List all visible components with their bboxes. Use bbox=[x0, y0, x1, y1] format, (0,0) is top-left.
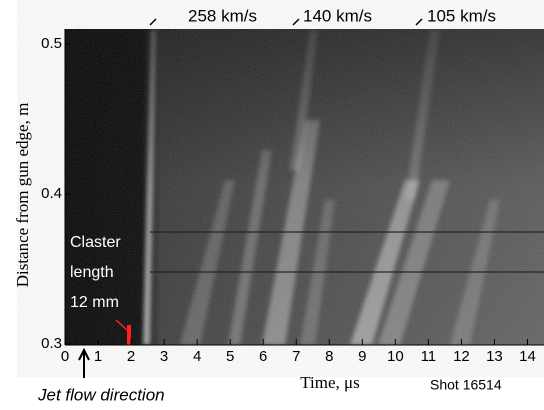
x-tick-label: 1 bbox=[94, 348, 102, 365]
x-tick-label: 6 bbox=[259, 348, 267, 365]
x-tick-label: 10 bbox=[387, 348, 404, 365]
claster-label: 12 mm bbox=[70, 294, 119, 311]
x-tick-label: 14 bbox=[519, 348, 536, 365]
annotation: 258 km/s bbox=[188, 6, 257, 25]
x-tick-label: 7 bbox=[292, 348, 300, 365]
x-axis-label: Time, μs bbox=[300, 373, 360, 392]
y-tick-label: 0.5 bbox=[41, 35, 62, 52]
annotation-arrow bbox=[149, 18, 423, 26]
claster-label: length bbox=[70, 264, 114, 281]
x-tick-label: 9 bbox=[358, 348, 366, 365]
x-tick-label: 12 bbox=[453, 348, 470, 365]
x-tick-label: 8 bbox=[325, 348, 333, 365]
annotation: 105 km/s bbox=[427, 6, 496, 25]
y-tick-label: 0.3 bbox=[41, 335, 62, 352]
x-tick-label: 5 bbox=[226, 348, 234, 365]
flow-label: Jet flow direction bbox=[37, 385, 165, 404]
annotation: 140 km/s bbox=[303, 6, 372, 25]
x-tick-label: 3 bbox=[160, 348, 168, 365]
claster-label: Claster bbox=[70, 234, 121, 251]
x-tick-label: 4 bbox=[193, 348, 201, 365]
x-tick-label: 11 bbox=[421, 348, 437, 365]
x-tick-label: 0 bbox=[61, 348, 69, 365]
y-axis-label: Distance from gun edge, m bbox=[13, 103, 32, 288]
streak-image bbox=[65, 29, 544, 345]
shot-label: Shot 16514 bbox=[430, 377, 502, 393]
y-tick-label: 0.4 bbox=[41, 185, 62, 202]
x-tick-label: 2 bbox=[127, 348, 135, 365]
x-tick-label: 13 bbox=[486, 348, 503, 365]
flow-arrow bbox=[78, 347, 90, 378]
